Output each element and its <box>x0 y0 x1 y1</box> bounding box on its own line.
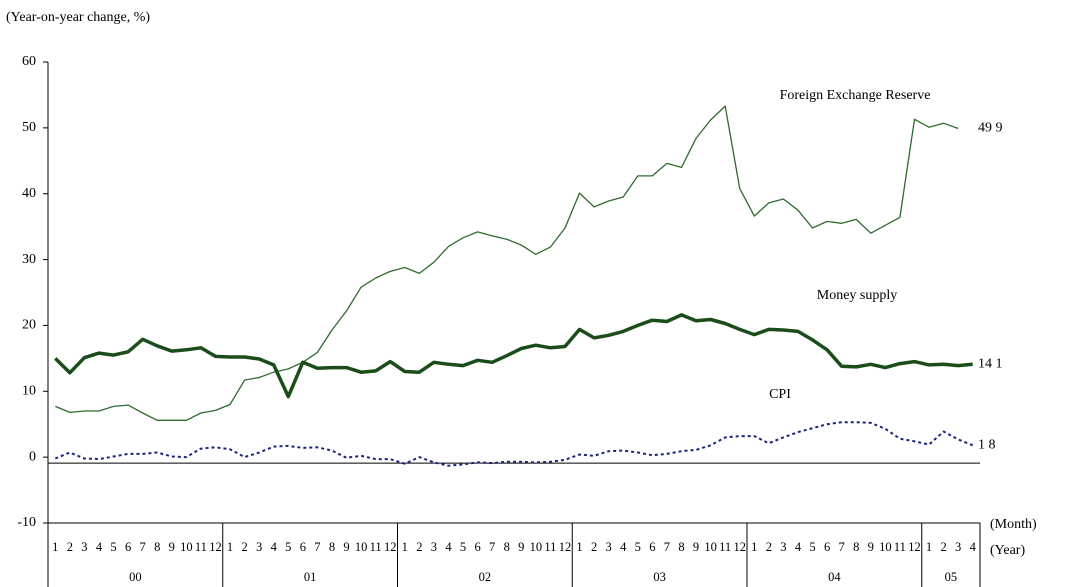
x-tick-label: 12 <box>384 540 397 554</box>
series-label: Foreign Exchange Reserve <box>780 88 931 103</box>
y-tick-label: 10 <box>22 384 36 399</box>
x-tick-label: 9 <box>868 540 874 554</box>
x-tick-label: 3 <box>81 540 87 554</box>
x-tick-label: 9 <box>518 540 524 554</box>
x-tick-label: 5 <box>809 540 815 554</box>
x-tick-label: 7 <box>314 540 320 554</box>
x-tick-label: 9 <box>343 540 349 554</box>
x-tick-label: 11 <box>195 540 207 554</box>
x-tick-label: 9 <box>169 540 175 554</box>
x-tick-label: 2 <box>591 540 597 554</box>
series-line <box>54 313 973 399</box>
y-tick-label: 0 <box>29 449 36 464</box>
end-value-label: 1 8 <box>978 438 996 453</box>
x-tick-label: 4 <box>970 540 977 554</box>
x-tick-label: 7 <box>664 540 670 554</box>
x-tick-label: 12 <box>559 540 572 554</box>
series-line <box>54 421 974 467</box>
x-tick-label: 10 <box>530 540 543 554</box>
y-tick-label: -10 <box>17 515 36 530</box>
x-group-label: 03 <box>653 570 666 584</box>
y-tick-label: 60 <box>22 54 36 69</box>
x-tick-label: 2 <box>416 540 422 554</box>
x-tick-label: 1 <box>402 540 408 554</box>
x-tick-label: 6 <box>474 540 480 554</box>
x-tick-label: 4 <box>795 540 802 554</box>
x-tick-label: 1 <box>227 540 233 554</box>
x-group-label: 04 <box>828 570 841 584</box>
x-tick-label: 3 <box>431 540 437 554</box>
x-tick-label: 10 <box>879 540 892 554</box>
x-group-label: 01 <box>304 570 317 584</box>
x-tick-label: 4 <box>271 540 278 554</box>
x-tick-label: 4 <box>445 540 452 554</box>
y-tick-label: 40 <box>22 186 36 201</box>
x-tick-label: 12 <box>209 540 222 554</box>
x-tick-label: 10 <box>704 540 717 554</box>
x-tick-label: 8 <box>329 540 335 554</box>
x-tick-label: 8 <box>504 540 510 554</box>
end-value-label: 14 1 <box>978 357 1003 372</box>
x-tick-label: 2 <box>241 540 247 554</box>
x-tick-label: 1 <box>576 540 582 554</box>
x-tick-label: 3 <box>256 540 262 554</box>
series-label: CPI <box>769 387 791 402</box>
x-tick-label: 8 <box>853 540 859 554</box>
x-tick-label: 10 <box>180 540 193 554</box>
x-axis-label: (Year) <box>990 543 1025 558</box>
x-group-label: 05 <box>945 570 958 584</box>
x-tick-label: 11 <box>544 540 556 554</box>
x-tick-label: 6 <box>824 540 830 554</box>
x-tick-label: 8 <box>678 540 684 554</box>
x-tick-label: 5 <box>285 540 291 554</box>
x-tick-label: 2 <box>67 540 73 554</box>
x-tick-label: 1 <box>751 540 757 554</box>
x-tick-label: 4 <box>96 540 103 554</box>
x-axis-label: (Month) <box>990 517 1037 532</box>
y-axis-label: (Year-on-year change, %) <box>6 10 150 25</box>
x-tick-label: 2 <box>766 540 772 554</box>
x-tick-label: 6 <box>125 540 131 554</box>
x-tick-label: 4 <box>620 540 627 554</box>
x-tick-label: 11 <box>719 540 731 554</box>
x-tick-label: 3 <box>780 540 786 554</box>
y-tick-label: 20 <box>22 318 36 333</box>
x-group-label: 00 <box>129 570 142 584</box>
x-tick-label: 7 <box>140 540 146 554</box>
x-tick-label: 6 <box>300 540 306 554</box>
y-tick-label: 50 <box>22 120 36 135</box>
x-tick-label: 1 <box>52 540 58 554</box>
x-tick-label: 9 <box>693 540 699 554</box>
x-tick-label: 5 <box>635 540 641 554</box>
y-tick-label: 30 <box>22 252 36 267</box>
x-tick-label: 12 <box>908 540 921 554</box>
x-tick-label: 5 <box>460 540 466 554</box>
series-line <box>55 105 959 421</box>
x-tick-label: 5 <box>110 540 116 554</box>
x-tick-label: 7 <box>489 540 495 554</box>
x-tick-label: 2 <box>940 540 946 554</box>
x-tick-label: 1 <box>926 540 932 554</box>
x-tick-label: 3 <box>606 540 612 554</box>
end-value-label: 49 9 <box>978 121 1003 136</box>
x-group-label: 02 <box>479 570 492 584</box>
x-tick-label: 11 <box>370 540 382 554</box>
x-tick-label: 7 <box>839 540 845 554</box>
x-tick-label: 11 <box>894 540 906 554</box>
x-tick-label: 6 <box>649 540 655 554</box>
x-tick-label: 8 <box>154 540 160 554</box>
x-tick-label: 12 <box>733 540 746 554</box>
x-tick-label: 3 <box>955 540 961 554</box>
series-label: Money supply <box>817 288 898 303</box>
x-tick-label: 10 <box>355 540 368 554</box>
